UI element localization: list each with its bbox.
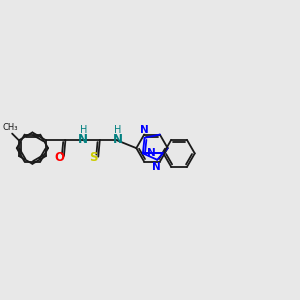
Text: N: N — [140, 125, 148, 135]
Text: CH₃: CH₃ — [3, 123, 18, 132]
Text: O: O — [54, 151, 64, 164]
Text: H: H — [80, 125, 87, 135]
Text: N: N — [147, 148, 156, 158]
Text: N: N — [113, 133, 123, 146]
Text: H: H — [114, 125, 122, 135]
Text: N: N — [152, 162, 161, 172]
Text: S: S — [89, 151, 97, 164]
Text: N: N — [78, 133, 88, 146]
